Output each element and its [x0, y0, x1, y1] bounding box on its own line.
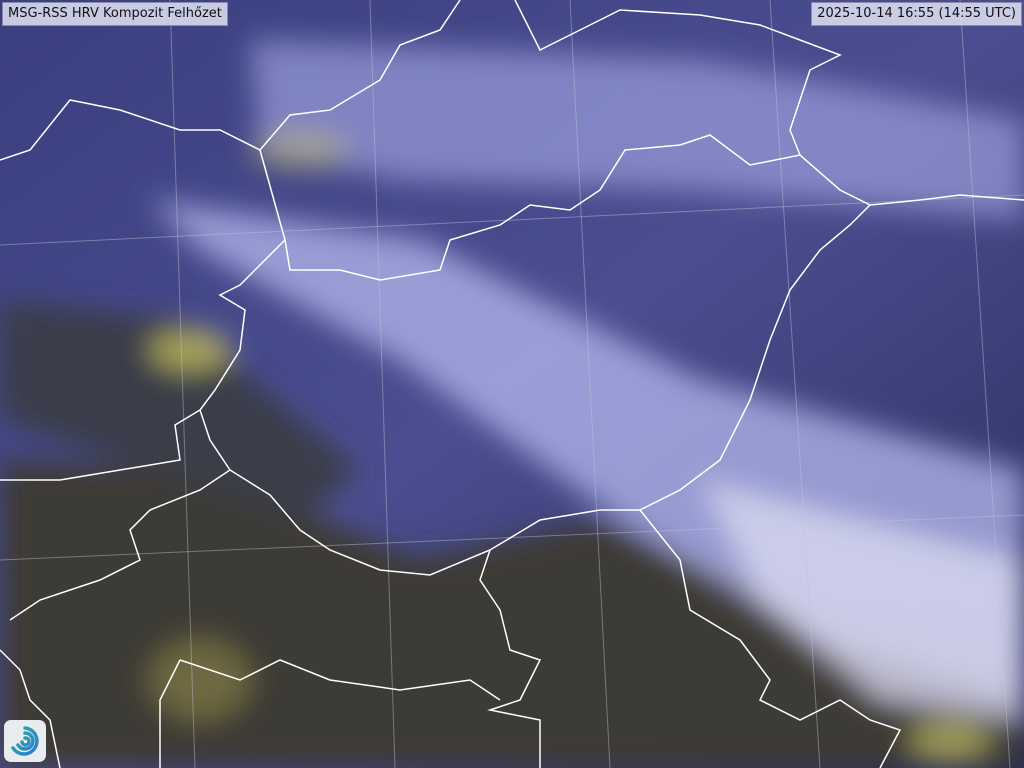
product-title: MSG-RSS HRV Kompozit Felhőzet [2, 2, 228, 26]
cloud-layer [0, 40, 1024, 768]
timestamp-label: 2025-10-14 16:55 (14:55 UTC) [811, 2, 1022, 26]
swirl-logo-icon[interactable] [4, 720, 46, 762]
hungary-border [199, 134, 872, 576]
